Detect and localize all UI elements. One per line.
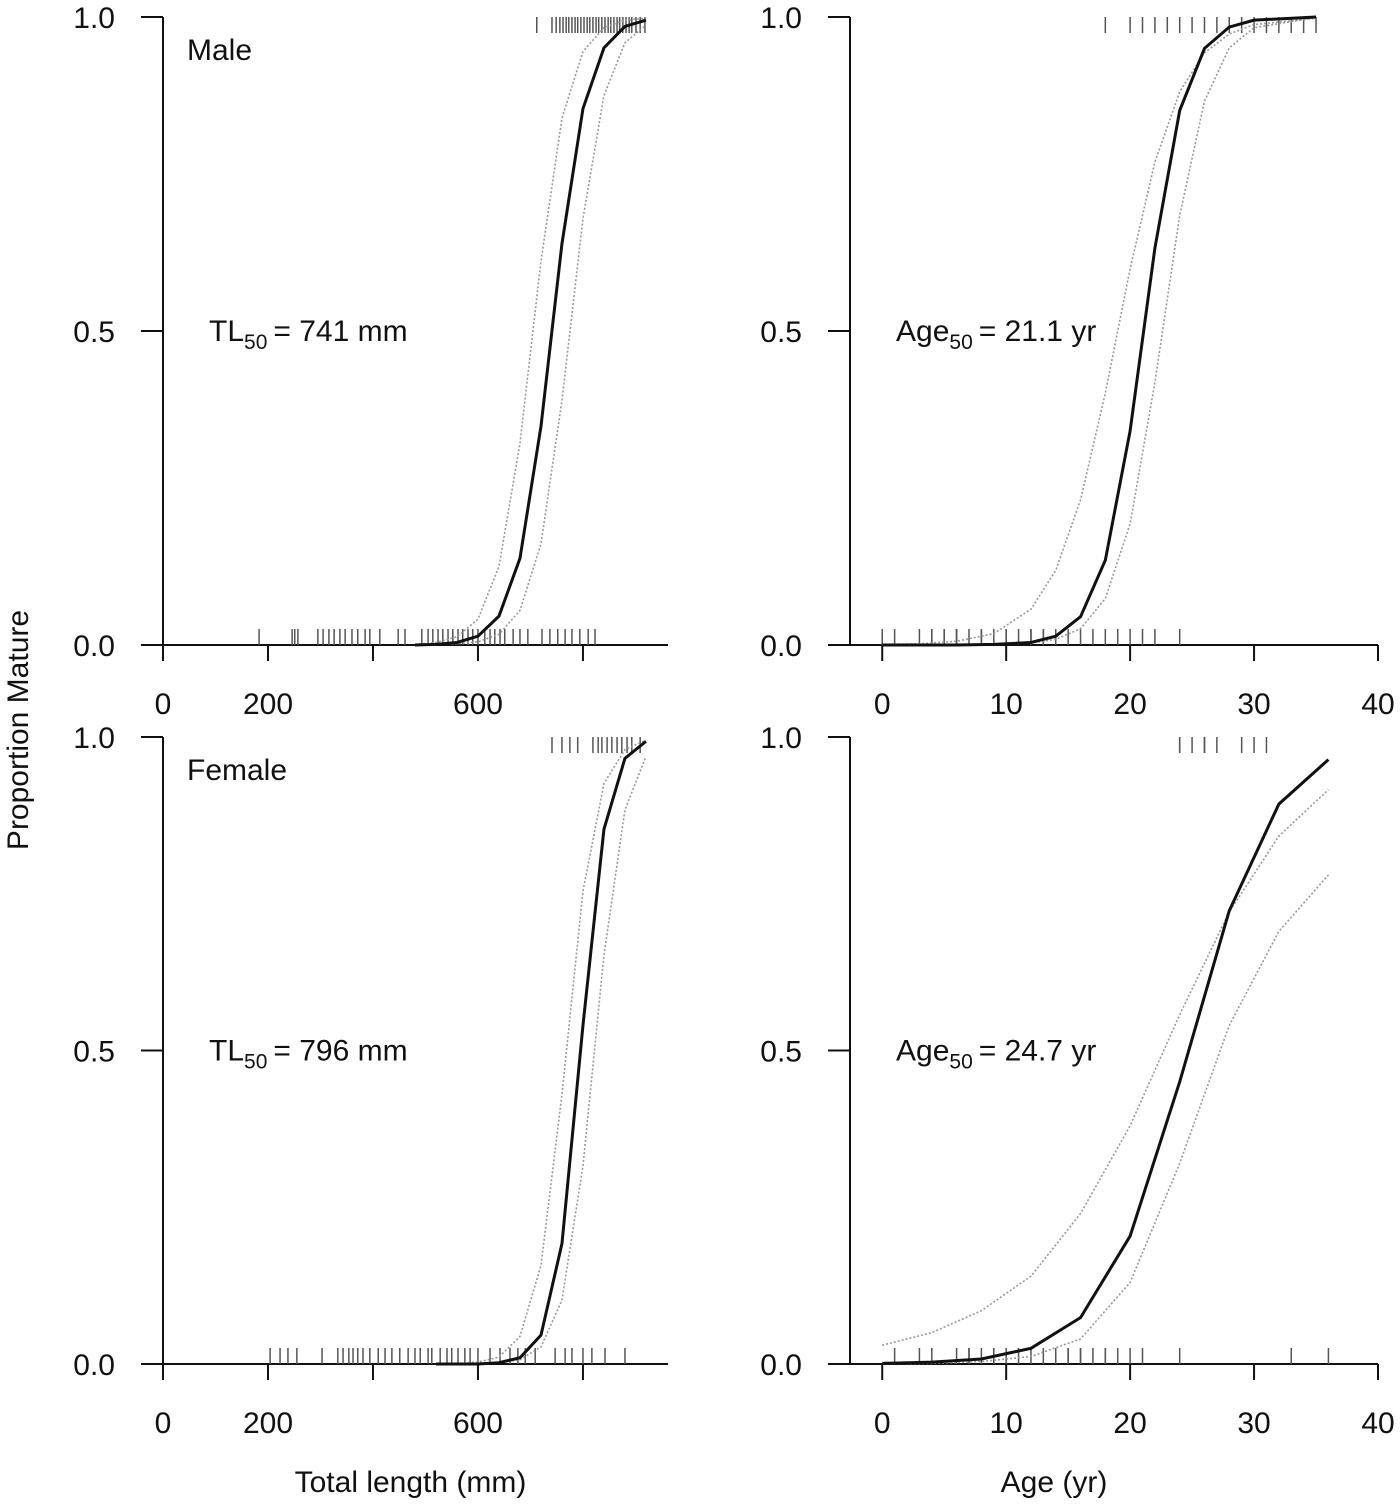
y-axis-label: Proportion Mature	[2, 610, 35, 850]
annotation: TL50 = 796 mm	[209, 1035, 408, 1074]
y-tick-label: 1.0	[73, 2, 115, 35]
fitted-curve	[435, 740, 647, 1366]
x-tick-label: 0	[874, 688, 891, 721]
y-tick-label: 0.0	[760, 630, 802, 663]
y-tick-label: 0.5	[760, 316, 802, 349]
x-axis-label: Total length (mm)	[295, 1466, 527, 1499]
annotation-main: Age	[896, 315, 949, 348]
y-tick-label: 1.0	[760, 722, 802, 755]
panel-label: Male	[187, 34, 252, 67]
annotation-tail: = 24.7 yr	[979, 1035, 1097, 1068]
y-tick-label: 0.0	[760, 1349, 802, 1382]
x-tick-label: 600	[453, 1407, 503, 1440]
fitted-curve	[882, 758, 1330, 1365]
y-tick-label: 0.0	[73, 1349, 115, 1382]
annotation-main: TL	[209, 315, 244, 348]
y-tick-label: 0.0	[73, 630, 115, 663]
y-tick-label: 0.5	[73, 316, 115, 349]
confidence-curve	[414, 17, 647, 646]
x-tick-label: 40	[1361, 1407, 1394, 1440]
confidence-curve	[882, 17, 1317, 646]
annotation: Age50 = 21.1 yr	[896, 315, 1096, 354]
x-tick-label: 30	[1237, 1407, 1270, 1440]
annotation: Age50 = 24.7 yr	[896, 1035, 1096, 1074]
annotation-tail: = 741 mm	[273, 315, 407, 348]
annotation-sub: 50	[244, 331, 267, 354]
x-tick-label: 0	[155, 1407, 172, 1440]
x-tick-label: 200	[243, 1407, 293, 1440]
x-tick-label: 200	[243, 688, 293, 721]
x-tick-label: 0	[874, 1407, 891, 1440]
x-tick-label: 40	[1361, 688, 1394, 721]
confidence-curve	[882, 874, 1330, 1365]
annotation-sub: 50	[949, 1051, 972, 1074]
y-tick-label: 0.5	[760, 1036, 802, 1069]
x-tick-label: 0	[155, 688, 172, 721]
fitted-curve	[882, 15, 1317, 647]
annotation-main: Age	[896, 1035, 949, 1068]
y-tick-label: 0.5	[73, 1036, 115, 1069]
y-tick-label: 1.0	[73, 722, 115, 755]
annotation-tail: = 796 mm	[273, 1035, 407, 1068]
panel-label: Female	[187, 754, 287, 787]
annotation: TL50 = 741 mm	[209, 315, 408, 354]
confidence-curve	[882, 789, 1329, 1346]
x-tick-label: 10	[989, 1407, 1022, 1440]
annotation-main: TL	[209, 1035, 244, 1068]
x-tick-label: 30	[1237, 688, 1270, 721]
fitted-curve	[414, 18, 647, 647]
annotation-tail: = 21.1 yr	[979, 315, 1097, 348]
x-axis-label: Age (yr)	[1001, 1466, 1108, 1499]
y-tick-label: 1.0	[760, 2, 802, 35]
x-tick-label: 10	[989, 688, 1022, 721]
annotation-sub: 50	[244, 1051, 267, 1074]
x-tick-label: 20	[1113, 688, 1146, 721]
annotation-sub: 50	[949, 331, 972, 354]
confidence-curve	[414, 24, 647, 646]
confidence-curve	[435, 739, 647, 1365]
x-tick-label: 600	[453, 688, 503, 721]
x-tick-label: 20	[1113, 1407, 1146, 1440]
confidence-curve	[435, 756, 647, 1365]
